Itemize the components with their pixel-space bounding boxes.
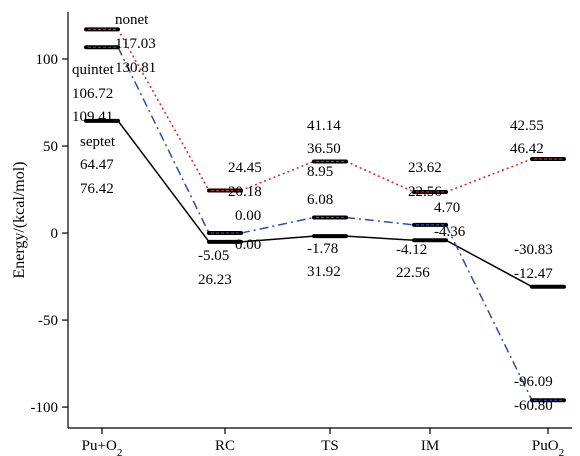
energy-label: 0.00 xyxy=(235,237,261,253)
y-tick-label: -100 xyxy=(31,400,59,416)
energy-label: 0.00 xyxy=(235,208,261,224)
energy-label: -12.47 xyxy=(514,266,553,282)
energy-label: 8.95 xyxy=(307,164,333,180)
x-tick-label: TS xyxy=(321,438,339,454)
energy-label: 24.45 xyxy=(228,160,262,176)
annotations: nonet 117.03 130.81 quintet 106.72 109.4… xyxy=(72,12,553,414)
series-name-label: septet xyxy=(80,134,116,150)
energy-label: -60.80 xyxy=(514,398,553,414)
y-tick-label: 50 xyxy=(43,139,58,155)
series-connector-septet xyxy=(445,239,533,288)
energy-label: 41.14 xyxy=(307,118,341,134)
series-layer xyxy=(84,27,566,403)
series-connector-quintet xyxy=(240,216,315,234)
energy-label: 22.56 xyxy=(408,184,442,200)
series-name-label: quintet xyxy=(72,62,114,78)
x-tick-label: Pu+O2 xyxy=(82,438,123,456)
series-connector-septet xyxy=(345,235,415,241)
energy-label: 76.42 xyxy=(80,181,114,197)
energy-label: 20.18 xyxy=(228,184,262,200)
series-connector-nonet xyxy=(117,28,210,191)
x-tick-label: IM xyxy=(421,438,439,454)
energy-label: 31.92 xyxy=(307,264,341,280)
energy-label: 130.81 xyxy=(115,60,156,76)
series-connector-nonet xyxy=(345,160,415,193)
energy-label: 106.72 xyxy=(72,86,113,102)
series-connector-quintet xyxy=(445,224,533,401)
energy-label: 26.23 xyxy=(198,272,232,288)
series-connector-nonet xyxy=(240,160,315,192)
series-connector-nonet xyxy=(445,158,533,193)
x-tick-label: RC xyxy=(215,438,235,454)
energy-label: -1.78 xyxy=(307,241,338,257)
y-axis-title: Energy/(kcal/mol) xyxy=(11,162,28,279)
y-tick-label: 100 xyxy=(36,52,59,68)
energy-label: 109.41 xyxy=(72,109,113,125)
x-tick-label: PuO2 xyxy=(532,438,564,456)
energy-label: 4.70 xyxy=(434,200,460,216)
series-connector-septet xyxy=(117,120,210,243)
series-connector-septet xyxy=(240,235,315,243)
energy-label: -5.05 xyxy=(198,248,229,264)
series-name-label: nonet xyxy=(115,12,149,28)
energy-label: -4.36 xyxy=(434,224,466,240)
y-tick-label: -50 xyxy=(38,313,58,329)
energy-label: 42.55 xyxy=(510,118,544,134)
energy-label: 36.50 xyxy=(307,141,341,157)
series-connector-quintet xyxy=(117,46,210,234)
energy-label: -30.83 xyxy=(514,242,553,258)
y-ticks: -100 -50 0 50 100 xyxy=(31,52,68,416)
energy-label: 23.62 xyxy=(408,160,442,176)
y-tick-label: 0 xyxy=(51,226,59,242)
energy-label: 22.56 xyxy=(396,265,430,281)
energy-label: 64.47 xyxy=(80,157,114,173)
energy-label: -4.12 xyxy=(396,242,427,258)
energy-label: -96.09 xyxy=(514,374,553,390)
series-connector-quintet xyxy=(345,216,415,226)
x-ticks: Pu+O2 RC TS IM PuO2 xyxy=(82,428,564,456)
energy-label: 117.03 xyxy=(115,36,156,52)
energy-label: 46.42 xyxy=(510,141,544,157)
energy-label: 6.08 xyxy=(307,192,333,208)
